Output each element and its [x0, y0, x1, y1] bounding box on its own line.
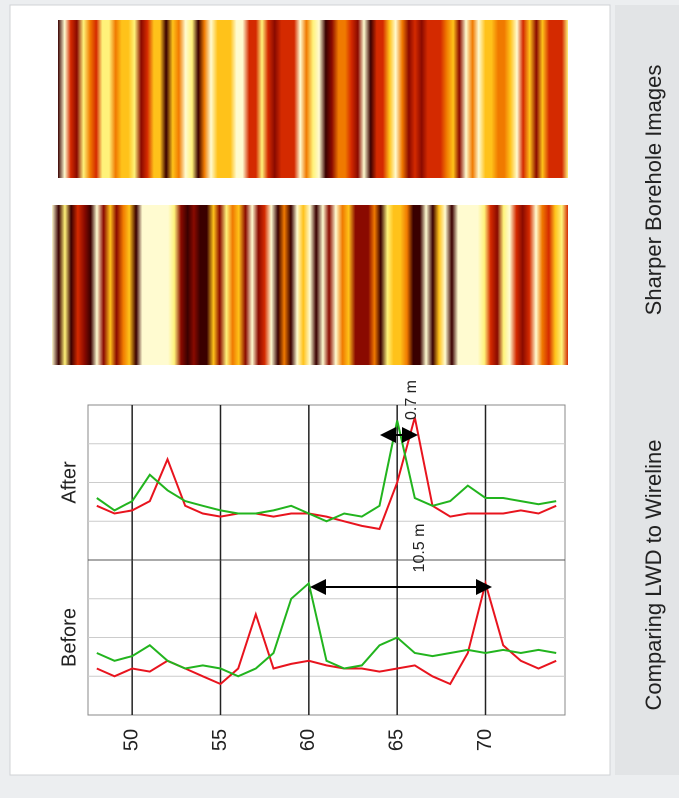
borehole-image — [58, 20, 568, 178]
x-tick-label: 50 — [120, 729, 142, 751]
series-line — [96, 581, 557, 678]
annotation: 0.7 m — [403, 380, 420, 420]
x-tick-label: 70 — [474, 729, 496, 751]
x-tick-label: 55 — [209, 729, 231, 751]
annotation: 10.5 m — [411, 524, 428, 573]
panel-title: After — [58, 461, 80, 504]
side-label: Sharper Borehole Images — [641, 65, 666, 316]
panel-title: Before — [58, 608, 80, 667]
borehole-image — [52, 205, 568, 365]
x-tick-label: 60 — [297, 729, 319, 751]
side-label: Comparing LWD to Wireline — [641, 439, 666, 710]
side-strip — [615, 5, 679, 775]
series-line — [96, 420, 557, 523]
x-tick-label: 65 — [385, 729, 407, 751]
series-line — [96, 417, 557, 531]
